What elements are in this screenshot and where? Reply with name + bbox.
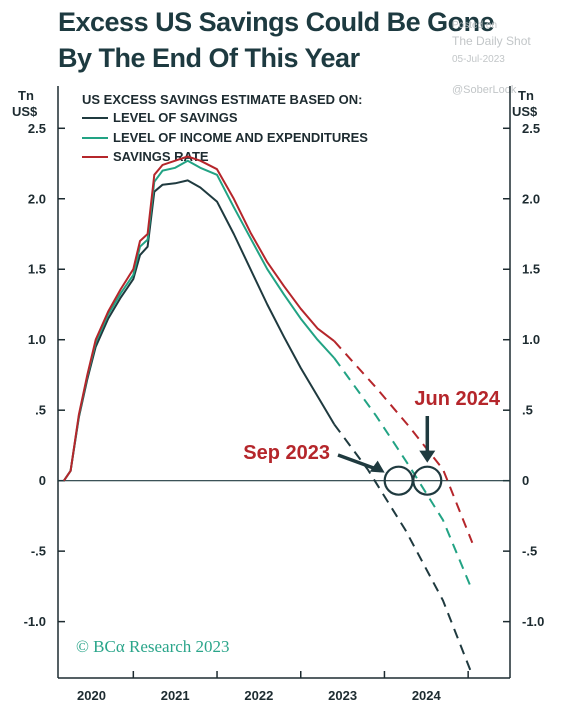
title-line-2: By The End Of This Year — [58, 43, 360, 73]
arrowhead-sep-2023 — [369, 460, 385, 473]
right-unit-line-2: US$ — [512, 104, 538, 119]
legend-label-savings: LEVEL OF SAVINGS — [113, 110, 238, 125]
y-tick-label-left: .5 — [35, 403, 46, 418]
y-tick-label-left: 1.0 — [28, 332, 46, 347]
y-tick-label-right: 0 — [522, 473, 529, 488]
series-line-rate — [63, 155, 335, 482]
legend: US EXCESS SAVINGS ESTIMATE BASED ON: LEV… — [82, 92, 368, 164]
y-tick-label-left: 2.5 — [28, 121, 46, 136]
annotation-sep-2023: Sep 2023 — [243, 442, 330, 464]
legend-label-income: LEVEL OF INCOME AND EXPENDITURES — [113, 130, 368, 145]
y-tick-label-left: -1.0 — [24, 614, 46, 629]
x-tick-label: 2024 — [412, 688, 442, 703]
crossing-circle-jun-2024 — [412, 465, 443, 496]
y-tick-label-right: 2.5 — [522, 121, 540, 136]
y-tick-label-left: 2.0 — [28, 191, 46, 206]
series-projection-rate — [333, 340, 474, 544]
y-tick-label-left: -.5 — [31, 544, 46, 559]
left-unit-line-1: Tn — [18, 88, 34, 103]
x-tick-label: 2023 — [328, 688, 357, 703]
source-name: The Daily Shot — [452, 34, 531, 48]
source-posted: Posted on — [452, 20, 498, 31]
series-line-savings — [63, 179, 336, 482]
source-handle: @SoberLook — [452, 84, 517, 96]
lines-layer — [58, 155, 510, 676]
arrowhead-jun-2024 — [419, 450, 436, 463]
y-tick-label-right: 1.5 — [522, 262, 540, 277]
y-tick-label-right: .5 — [522, 403, 533, 418]
title-line-1: Excess US Savings Could Be Gone — [58, 7, 495, 37]
chart-frame — [57, 86, 511, 679]
y-tick-label-right: 2.0 — [522, 191, 540, 206]
right-unit-line-1: Tn — [518, 88, 534, 103]
legend-title: US EXCESS SAVINGS ESTIMATE BASED ON: — [82, 92, 363, 107]
y-tick-label-right: -1.0 — [522, 614, 544, 629]
left-unit-line-2: US$ — [12, 104, 38, 119]
x-tick-label: 2022 — [244, 688, 273, 703]
annotations-layer: Sep 2023 Jun 2024 — [243, 388, 501, 496]
annotation-jun-2024: Jun 2024 — [414, 388, 500, 410]
copyright: © BCα Research 2023 — [76, 637, 230, 656]
series-projection-savings — [333, 423, 474, 676]
legend-label-rate: SAVINGS RATE — [113, 149, 209, 164]
y-tick-label-right: 1.0 — [522, 332, 540, 347]
y-tick-label-left: 0 — [39, 473, 46, 488]
x-tick-label: 2021 — [161, 688, 190, 703]
source-date: 05-Jul-2023 — [452, 54, 505, 65]
ticks-layer: 2.5 2.5 2.0 2.0 1.5 1.5 1.0 1.0 .5 .5 0 0 -.5 -.5 -1.0… — [24, 121, 545, 703]
y-tick-label-left: 1.5 — [28, 262, 46, 277]
chart-title: Excess US Savings Could Be Gone By The E… — [58, 4, 495, 76]
x-tick-label: 2020 — [77, 688, 106, 703]
y-tick-label-right: -.5 — [522, 544, 537, 559]
